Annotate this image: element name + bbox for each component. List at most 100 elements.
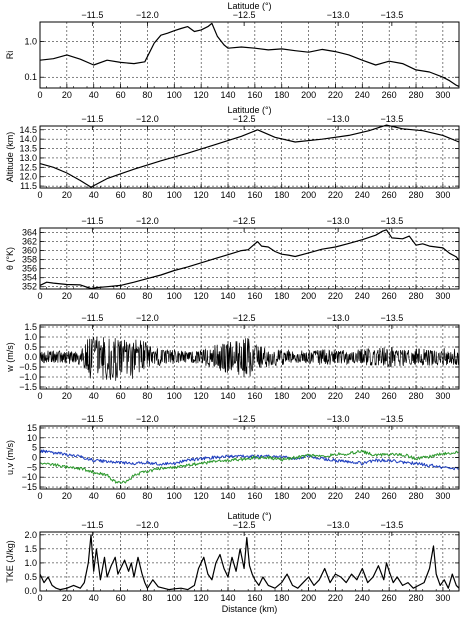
panel-3: 0 20 40 60 80 100 120 140 160 180 200 220 240 260 280 3… [5,216,460,301]
x-tick-label: 200 [301,491,316,501]
x-tick-label: 100 [167,391,182,401]
y-tick-label: −5 [27,462,37,472]
x-tick-label: 160 [247,291,262,301]
x-tick-label: 120 [194,190,209,200]
x-tick-label: 80 [142,491,152,501]
x-tick-label: 200 [301,593,316,603]
top-tick-label: −13.0 [327,520,350,530]
top-tick-label: −12.0 [136,313,159,323]
top-tick-label: −13.5 [380,414,403,424]
top-tick-label: −13.5 [380,216,403,226]
x-tick-label: 220 [328,291,343,301]
y-tick-label: 1.5 [24,544,37,554]
y-tick-label: 13.0 [19,153,37,163]
x-tick-label: 160 [247,391,262,401]
x-axis-label: Distance (km) [222,604,278,614]
y-tick-label: 356 [22,264,37,274]
x-tick-label: 200 [301,90,316,100]
y-tick-label: 360 [22,246,37,256]
series-line-1 [39,534,460,591]
x-tick-label: 220 [328,491,343,501]
x-tick-label: 40 [89,391,99,401]
x-tick-label: 300 [435,593,450,603]
x-tick-label: 40 [89,291,99,301]
x-tick-label: 260 [382,90,397,100]
x-tick-label: 220 [328,190,343,200]
x-tick-label: 0 [37,593,42,603]
top-axis-label: Latitude (°) [227,511,271,521]
y-tick-label: 13.5 [19,144,37,154]
y-tick-label: 1.0 [24,36,37,46]
top-tick-label: −12.5 [233,414,256,424]
x-tick-label: 20 [62,190,72,200]
top-tick-label: −11.5 [81,520,103,530]
top-tick-label: −12.0 [136,520,159,530]
y-tick-label: 0.0 [24,352,37,362]
x-tick-label: 180 [274,291,289,301]
y-tick-label: 1.0 [24,332,37,342]
y-axis-label: TKE (J/kg) [5,540,15,583]
top-tick-label: −12.0 [136,114,159,124]
x-tick-label: 280 [409,391,424,401]
y-tick-label: 12.5 [19,162,37,172]
x-tick-label: 260 [382,391,397,401]
series-line-2 [39,449,459,484]
top-tick-label: −13.5 [380,114,403,124]
x-tick-label: 80 [142,391,152,401]
x-tick-label: 180 [274,491,289,501]
top-axis-label: Latitude (°) [227,105,271,115]
top-tick-label: −13.0 [327,10,350,20]
x-tick-label: 100 [167,90,182,100]
x-tick-label: 240 [355,491,370,501]
x-tick-label: 300 [435,391,450,401]
top-tick-label: −13.5 [380,313,403,323]
x-tick-label: 280 [409,190,424,200]
panel-6: 0 20 40 60 80 100 120 140 160 180 200 220 240 260 280 3… [5,511,460,614]
plot-frame [39,227,460,290]
top-tick-label: −11.5 [81,313,103,323]
y-tick-label: 352 [22,282,37,292]
x-tick-label: 240 [355,291,370,301]
panel-4: 0 20 40 60 80 100 120 140 160 180 200 220 240 260 280 3… [5,313,460,401]
x-tick-label: 20 [62,90,72,100]
panel-1: 0 20 40 60 80 100 120 140 160 180 200 220 240 260 280 3… [5,1,460,100]
y-axis-label: θ (°K) [5,247,15,270]
y-axis-label: Ri [5,51,15,60]
x-tick-label: 180 [274,190,289,200]
x-tick-label: 40 [89,90,99,100]
top-tick-label: −13.5 [380,10,403,20]
x-tick-label: 240 [355,391,370,401]
x-tick-label: 80 [142,291,152,301]
x-tick-label: 0 [37,491,42,501]
y-tick-label: 2.0 [24,530,37,540]
y-tick-label: −10 [22,472,37,482]
x-tick-label: 120 [194,491,209,501]
y-tick-label: 362 [22,237,37,247]
x-tick-label: 100 [167,491,182,501]
y-tick-label: 354 [22,273,37,283]
series-line-1 [39,449,459,471]
y-tick-label: 1.0 [24,558,37,568]
x-tick-label: 60 [116,291,126,301]
x-tick-label: 0 [37,90,42,100]
x-tick-label: 140 [220,593,235,603]
y-tick-label: 15 [27,423,37,433]
x-tick-label: 280 [409,90,424,100]
series-line-1 [39,229,460,290]
x-tick-label: 240 [355,190,370,200]
y-tick-label: 1.5 [24,322,37,332]
y-tick-label: −0.5 [19,362,37,372]
x-tick-label: 100 [167,291,182,301]
top-tick-label: −12.5 [233,313,256,323]
top-tick-label: −13.0 [327,216,350,226]
y-tick-label: −1.0 [19,372,37,382]
x-tick-label: 140 [220,391,235,401]
x-tick-label: 140 [220,90,235,100]
x-tick-label: 60 [116,491,126,501]
x-tick-label: 100 [167,190,182,200]
x-tick-label: 280 [409,291,424,301]
x-tick-label: 80 [142,190,152,200]
y-tick-label: 11.5 [20,181,37,191]
x-tick-label: 0 [37,391,42,401]
